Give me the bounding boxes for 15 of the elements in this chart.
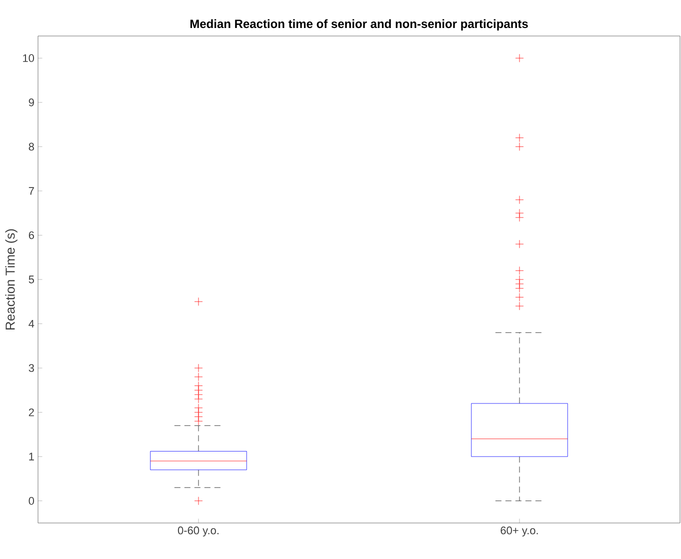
x-tick-label: 0-60 y.o. [178, 526, 218, 536]
y-tick-label: 3 [28, 364, 34, 372]
y-tick-label: 0 [28, 496, 34, 505]
y-tick-label: 10 [23, 54, 34, 62]
y-tick-label: 9 [28, 98, 34, 106]
y-tick-label: 5 [28, 276, 34, 284]
y-axis-title: Reaction Time (s) [5, 229, 18, 330]
y-tick-label: 1 [29, 452, 34, 460]
x-tick-label: 60+ y.o. [500, 526, 538, 536]
y-tick-label: 4 [28, 320, 34, 328]
y-tick-label: 8 [28, 142, 34, 151]
y-tick-label: 6 [28, 231, 34, 240]
y-tick-label: 2 [28, 408, 34, 416]
y-tick-label: 7 [28, 187, 34, 195]
chart-title: Median Reaction time of senior and non-senior participants [190, 19, 528, 30]
